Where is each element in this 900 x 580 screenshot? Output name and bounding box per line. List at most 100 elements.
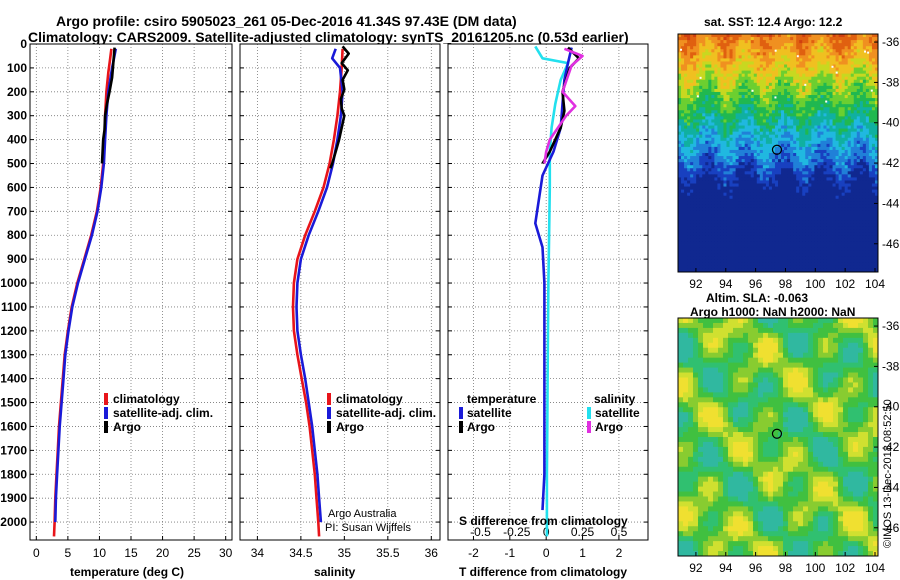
map-cell (705, 116, 709, 120)
map-cell (696, 229, 700, 233)
map-cell (693, 198, 697, 203)
map-cell (723, 137, 727, 142)
map-cell (723, 174, 727, 178)
map-cell (744, 189, 749, 194)
map-cell (829, 232, 833, 236)
map-cell (829, 131, 833, 136)
map-cell (874, 110, 879, 114)
map-cell (723, 131, 727, 136)
map-cell (832, 232, 836, 236)
map-cell (717, 223, 721, 227)
map-cell (681, 159, 685, 163)
map-cell (796, 73, 800, 78)
map-cell (865, 156, 870, 160)
map-cell (802, 67, 806, 72)
map-cell (805, 34, 809, 38)
map-cell (862, 70, 867, 75)
map-cell (723, 217, 727, 221)
map-cell (796, 177, 800, 181)
map-cell (808, 58, 812, 62)
map-cell (753, 82, 758, 87)
map-cell (744, 37, 749, 41)
map-cell (705, 210, 709, 215)
map-cell (838, 88, 843, 93)
map-cell (781, 125, 785, 129)
map-cell (847, 146, 852, 151)
map-cell (768, 131, 773, 136)
map-cell (835, 91, 840, 96)
map-cell (832, 217, 836, 221)
map-cell (738, 40, 743, 44)
map-cell (850, 122, 855, 126)
map-cell (750, 70, 755, 75)
map-cell (817, 195, 821, 200)
map-cell (681, 79, 685, 84)
map-cell (844, 189, 849, 194)
map-cell (817, 171, 821, 175)
map-cell (802, 207, 806, 212)
map-cell (802, 174, 806, 178)
map-cell (723, 214, 727, 218)
map-cell (832, 204, 836, 209)
map-cell (741, 186, 746, 191)
map-cell (862, 58, 867, 62)
map-cell (871, 226, 876, 230)
map-cell (720, 137, 724, 142)
map-cell (690, 116, 694, 120)
map-cell (862, 52, 867, 56)
map-cell (823, 125, 827, 129)
map-cell (729, 192, 733, 197)
map-cell (844, 220, 849, 224)
map-cell (802, 34, 806, 38)
map-cell (871, 162, 876, 166)
map-cell (832, 82, 836, 87)
map-cell (802, 183, 806, 187)
map-cell (781, 73, 785, 78)
map-cell (768, 168, 773, 172)
map-cell (726, 143, 730, 148)
map-cell (862, 119, 867, 123)
map-cell (811, 37, 815, 41)
map-cell (778, 165, 782, 169)
map-cell (678, 235, 682, 239)
map-cell (771, 223, 776, 227)
map-cell (759, 153, 764, 157)
map-cell (711, 134, 715, 139)
map-cell (696, 146, 700, 151)
map-cell (756, 146, 761, 151)
map-cell (759, 232, 764, 236)
map-cell (723, 67, 727, 72)
map-cell (735, 232, 740, 236)
map-cell (874, 204, 879, 209)
map-cell (726, 156, 730, 160)
map-cell (832, 149, 836, 154)
map-cell (820, 128, 824, 133)
map-cell (871, 58, 876, 62)
map-cell (829, 180, 833, 184)
map-cell (774, 159, 779, 163)
map-cell (690, 217, 694, 221)
map-cell (868, 201, 873, 206)
map-cell (862, 162, 867, 166)
map-cell (774, 91, 779, 96)
map-cell (717, 198, 721, 203)
map-cell (726, 119, 730, 123)
map-cell (844, 116, 849, 120)
map-cell (826, 46, 830, 50)
map-cell (702, 214, 706, 218)
map-cell (744, 149, 749, 154)
map-cell (726, 34, 730, 38)
map-cell (699, 88, 703, 93)
map-cell (796, 76, 800, 81)
map-cell (784, 235, 788, 239)
map-cell (690, 201, 694, 206)
map-cell (817, 217, 821, 221)
legend-swatch-satellite (459, 407, 463, 419)
map-cell (714, 189, 718, 194)
map-cell (744, 226, 749, 230)
map-cell (784, 238, 788, 242)
map-cell (756, 46, 761, 50)
map-cell (838, 204, 843, 209)
map-cell (856, 220, 861, 224)
map-cell (808, 165, 812, 169)
